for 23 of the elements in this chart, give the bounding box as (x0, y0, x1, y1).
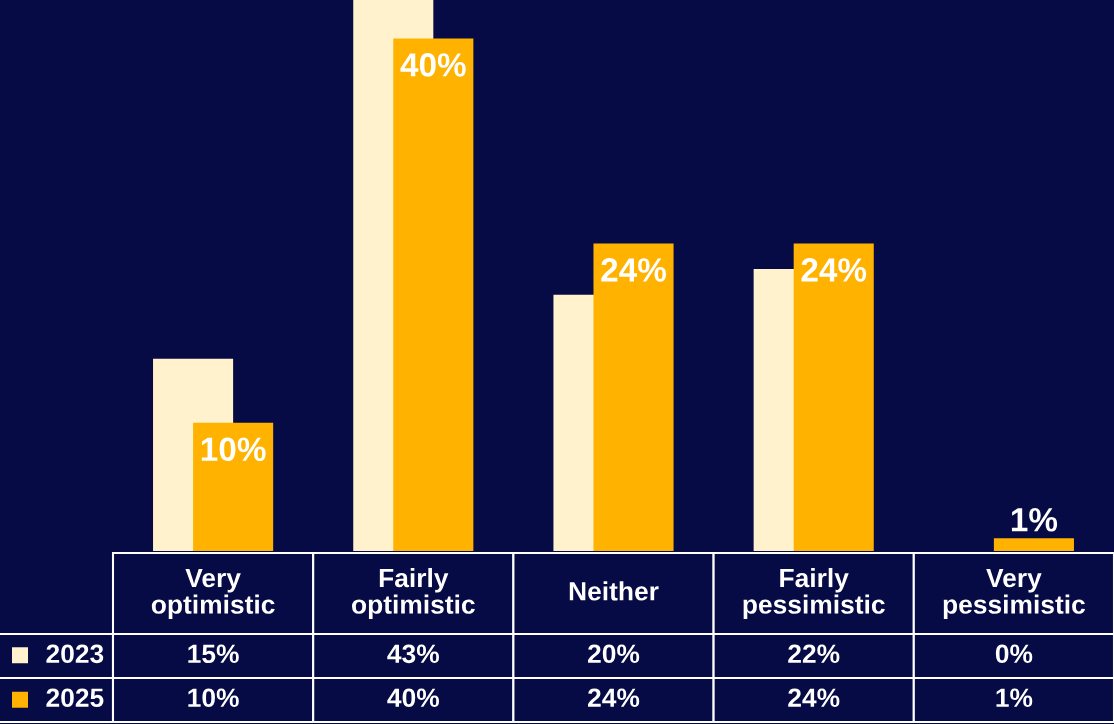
data-label: 43% (387, 644, 440, 664)
data-label: 0% (995, 644, 1033, 664)
x-tick-label: Neither (569, 581, 659, 601)
text: 10% (201, 437, 266, 462)
data-label: 15% (188, 644, 239, 664)
data-label: 24% (788, 688, 840, 708)
x-tick-label: Fairly optimistic (352, 567, 475, 620)
data-label: 1% (996, 688, 1033, 708)
text: 24% (801, 258, 867, 282)
x-tick-label: Very optimistic (151, 568, 275, 620)
legend-label: 2023 (46, 644, 104, 664)
text: 40% (400, 53, 466, 77)
data-label: 40% (387, 688, 440, 708)
x-tick-label: Fairly pessimistic (743, 567, 885, 620)
data-label: 22% (788, 644, 840, 664)
data-label: 10% (188, 688, 239, 708)
text: 24% (601, 258, 666, 282)
text: 1% (1011, 508, 1058, 532)
data-label: 24% (588, 688, 640, 708)
x-tick-label: Very pessimistic (943, 568, 1086, 620)
legend-label: 2025 (46, 688, 104, 708)
bar (993, 538, 1074, 551)
data-label: 20% (588, 644, 640, 664)
